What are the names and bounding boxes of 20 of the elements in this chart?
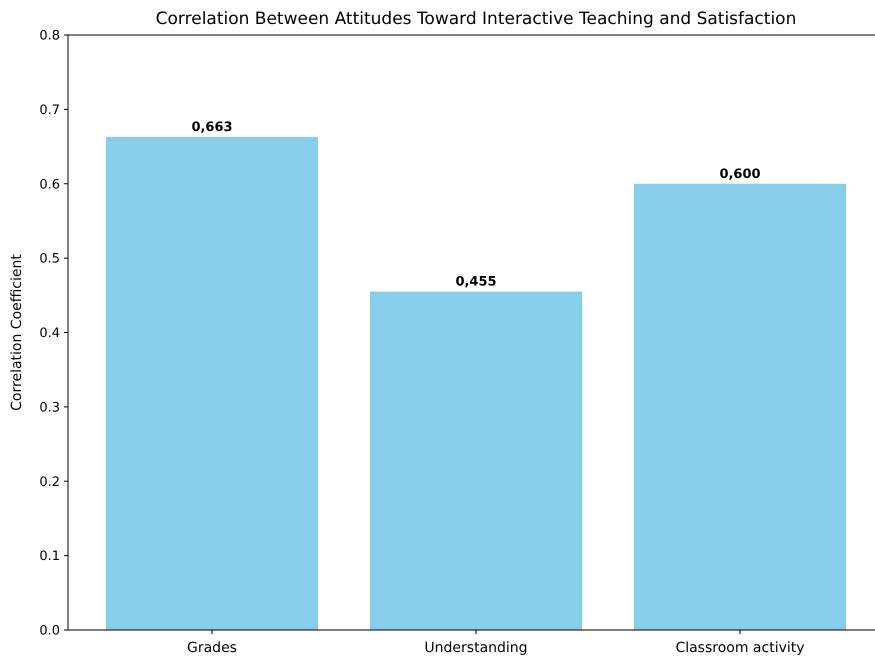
y-tick-label: 0.6: [39, 177, 60, 192]
y-tick-label: 0.1: [39, 549, 60, 564]
y-tick-label: 0.3: [39, 400, 60, 416]
data-label: 0,663: [191, 120, 233, 135]
y-tick-label: 0.7: [39, 102, 60, 118]
x-tick-label: Understanding: [424, 640, 528, 656]
data-label: 0,455: [455, 274, 497, 290]
bar: [634, 184, 846, 630]
y-axis-title: Correlation Coefficient: [9, 254, 25, 411]
y-tick-label: 0.2: [39, 474, 60, 490]
x-tick-label: Grades: [187, 640, 237, 656]
y-tick-label: 0.8: [39, 28, 60, 44]
y-tick-label: 0.4: [39, 326, 60, 342]
bar: [370, 292, 582, 630]
y-tick-label: 0.0: [39, 624, 60, 639]
y-tick-label: 0.5: [39, 252, 60, 267]
data-label: 0,600: [719, 166, 761, 182]
x-tick-label: Classroom activity: [675, 640, 805, 656]
chart-title: Correlation Between Attitudes Toward Interactive Teaching and Satisfaction: [156, 9, 796, 29]
bar: [106, 136, 318, 630]
